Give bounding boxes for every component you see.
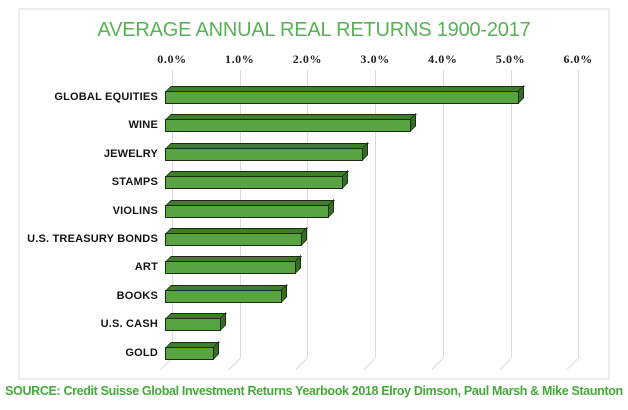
category-label: GOLD — [125, 346, 158, 359]
gridline-3d-foot — [431, 358, 444, 371]
category-label: ART — [134, 261, 158, 274]
category-label: BOOKS — [116, 289, 158, 302]
category-label: U.S. TREASURY BONDS — [27, 233, 158, 245]
axis-tick-label: 4.0% — [428, 52, 458, 66]
axis-tick-label: 2.0% — [292, 52, 323, 66]
gridline-3d-foot — [160, 358, 173, 371]
category-label: WINE — [128, 119, 158, 132]
bar — [165, 198, 335, 218]
category-label: GLOBAL EQUITIES — [54, 91, 158, 103]
bar — [165, 227, 308, 246]
bar — [165, 283, 288, 303]
category-label: U.S. CASH — [100, 318, 158, 331]
axis-tick-label: 1.0% — [224, 52, 255, 66]
bar — [165, 170, 349, 190]
bar-top-face — [165, 256, 302, 263]
bar — [165, 141, 369, 161]
axis-tick-label: 0.0% — [157, 52, 187, 66]
bar-top-face — [165, 313, 227, 320]
bar — [165, 340, 220, 360]
source-caption: SOURCE: Credit Suisse Global Investment … — [5, 384, 623, 398]
axis-tick-label: 5.0% — [495, 52, 526, 66]
gridline — [510, 70, 512, 358]
bar-right-face — [295, 255, 301, 275]
category-label: VIOLINS — [112, 204, 158, 217]
gridline — [375, 70, 377, 358]
bar — [165, 113, 417, 133]
gridline — [578, 70, 580, 358]
bar-top-face — [165, 228, 308, 234]
bar-top-face — [165, 86, 525, 92]
bar-right-face — [410, 113, 416, 133]
bar-top-face — [165, 142, 369, 149]
chart-frame: AVERAGE ANNUAL REAL RETURNS 1900-2017 0.… — [18, 8, 610, 380]
gridline — [442, 70, 444, 358]
bar — [165, 85, 525, 104]
axis-tick-label: 6.0% — [563, 52, 593, 66]
bar-top-face — [165, 114, 417, 121]
bar-top-face — [165, 284, 288, 291]
gridline-3d-foot — [566, 358, 579, 371]
gridline-3d-foot — [295, 358, 308, 371]
gridline-3d-foot — [228, 358, 241, 371]
bar — [165, 312, 227, 332]
gridline-3d-foot — [498, 358, 511, 371]
bar-top-face — [165, 199, 335, 206]
chart-title: AVERAGE ANNUAL REAL RETURNS 1900-2017 — [97, 19, 531, 41]
bar — [165, 255, 302, 275]
category-label: JEWELRY — [103, 147, 158, 160]
bar-top-face — [165, 341, 220, 348]
category-label: STAMPS — [111, 176, 158, 189]
plot-area: AVERAGE ANNUAL REAL RETURNS 1900-2017 0.… — [20, 10, 608, 378]
gridline-3d-foot — [363, 358, 376, 371]
bar-top-face — [165, 171, 349, 178]
axis-tick-label: 3.0% — [360, 52, 390, 66]
